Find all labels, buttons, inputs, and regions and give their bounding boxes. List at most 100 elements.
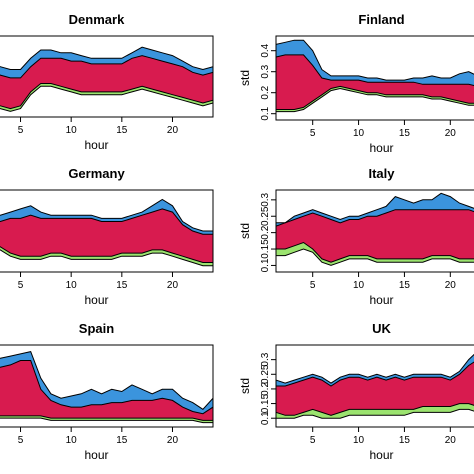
y-tick-label: 0.4 [260, 43, 271, 57]
x-tick-label: 20 [445, 128, 457, 139]
blue-band [0, 47, 213, 78]
plot-frame [275, 344, 474, 428]
red-band [0, 208, 213, 263]
x-tick-label: 10 [353, 128, 365, 139]
panel-title: Italy [368, 166, 395, 181]
x-tick-label: 10 [66, 280, 78, 291]
x-tick-label: 15 [116, 125, 128, 136]
panel-germany: 5 10 15 20 Germany hour [0, 166, 214, 307]
green-band [276, 403, 474, 419]
y-tick-label: 0.1 [260, 411, 271, 425]
x-axis-label: hour [84, 448, 108, 462]
panel-title: Spain [79, 321, 114, 336]
panel-title: Germany [68, 166, 125, 181]
bottom-series-line [0, 85, 213, 112]
blue-series-line [0, 46, 213, 71]
y-tick-label: 0.2 [260, 85, 271, 99]
y-tick-label: 0.3 [260, 64, 271, 78]
y-tick-label: 0.1 [260, 106, 271, 120]
x-tick-label: 5 [310, 128, 316, 139]
x-tick-label: 15 [116, 280, 128, 291]
x-axis-label: hour [369, 293, 393, 307]
red-band [276, 362, 474, 416]
y-tick-label: 0.3 [260, 352, 271, 366]
panel-italy: 5 10 15 20 0.10.150.20.250.3 Italy hour std [238, 166, 474, 307]
plot-area [0, 198, 213, 267]
green-series-line [0, 246, 213, 263]
y-tick-label: 0.15 [260, 393, 271, 413]
x-tick-label: 20 [445, 435, 457, 446]
x-tick-label: 20 [167, 125, 179, 136]
x-axis-label: hour [84, 138, 108, 152]
green-band [0, 415, 213, 423]
red-band [0, 55, 213, 109]
green-series-line [0, 415, 213, 421]
x-tick-label: 5 [310, 280, 316, 291]
x-axis-label: hour [369, 141, 393, 155]
plot-frame [0, 35, 214, 118]
x-tick-label: 5 [18, 280, 24, 291]
panel-title: Finland [358, 12, 404, 27]
green-series-line [276, 241, 474, 263]
blue-band [0, 199, 213, 235]
x-tick-label: 20 [167, 280, 179, 291]
plot-frame [0, 189, 214, 273]
x-tick-label: 15 [399, 280, 411, 291]
y-tick-label: 0.2 [260, 225, 271, 239]
green-band [276, 242, 474, 266]
y-tick-label: 0.15 [260, 239, 271, 259]
y-tick-label: 0.1 [260, 258, 271, 272]
blue-series-line [0, 351, 213, 410]
y-tick-label: 0.3 [260, 192, 271, 206]
y-axis-label: std [238, 70, 252, 86]
plot-area [0, 351, 213, 424]
x-tick-label: 20 [167, 435, 179, 446]
y-tick-label: 0.25 [260, 364, 271, 384]
red-series-line [276, 209, 474, 227]
x-tick-label: 5 [310, 435, 316, 446]
green-series-line [0, 83, 213, 110]
panel-title: Denmark [69, 12, 125, 27]
panel-spain: 5 10 15 20 Spain hour [0, 321, 214, 462]
panel-uk: 5 10 15 20 0.10.150.20.250.3 UK hour std [238, 321, 474, 462]
blue-series-line [276, 353, 474, 384]
blue-series-line [276, 192, 474, 224]
plot-area [276, 39, 474, 113]
x-tick-label: 15 [399, 435, 411, 446]
red-series-line [0, 55, 213, 79]
panel-finland: 5 10 15 20 0.1 0.2 0.3 0.4 Finland hour std [238, 12, 474, 155]
blue-band [0, 351, 213, 414]
blue-series-line [276, 39, 474, 81]
panel-denmark: 5 10 15 20 Denmark hour [0, 12, 214, 152]
bottom-series-line [276, 408, 474, 419]
plot-frame [275, 189, 474, 273]
y-tick-label: 0.25 [260, 206, 271, 226]
bottom-series-line [276, 87, 474, 113]
plot-area [276, 192, 474, 266]
x-tick-label: 10 [66, 125, 78, 136]
x-tick-label: 10 [66, 435, 78, 446]
x-tick-label: 10 [353, 435, 365, 446]
x-tick-label: 15 [116, 435, 128, 446]
red-band [276, 209, 474, 263]
plot-frame [275, 35, 474, 121]
bottom-series-line [276, 248, 474, 266]
y-axis-label: std [238, 378, 252, 394]
x-axis-label: hour [84, 293, 108, 307]
panel-title: UK [372, 321, 391, 336]
red-series-line [276, 361, 474, 387]
y-axis-label: std [238, 223, 252, 239]
bottom-series-line [0, 249, 213, 267]
x-tick-label: 10 [353, 280, 365, 291]
x-tick-label: 20 [445, 280, 457, 291]
blue-band [276, 40, 474, 86]
plot-area [0, 46, 213, 112]
blue-band [276, 193, 474, 227]
y-tick-label: 0.2 [260, 382, 271, 396]
red-series-line [276, 54, 474, 87]
blue-series-line [0, 198, 213, 232]
red-band [0, 360, 213, 421]
x-tick-label: 5 [18, 125, 24, 136]
green-series-line [276, 403, 474, 416]
red-series-line [0, 360, 213, 415]
